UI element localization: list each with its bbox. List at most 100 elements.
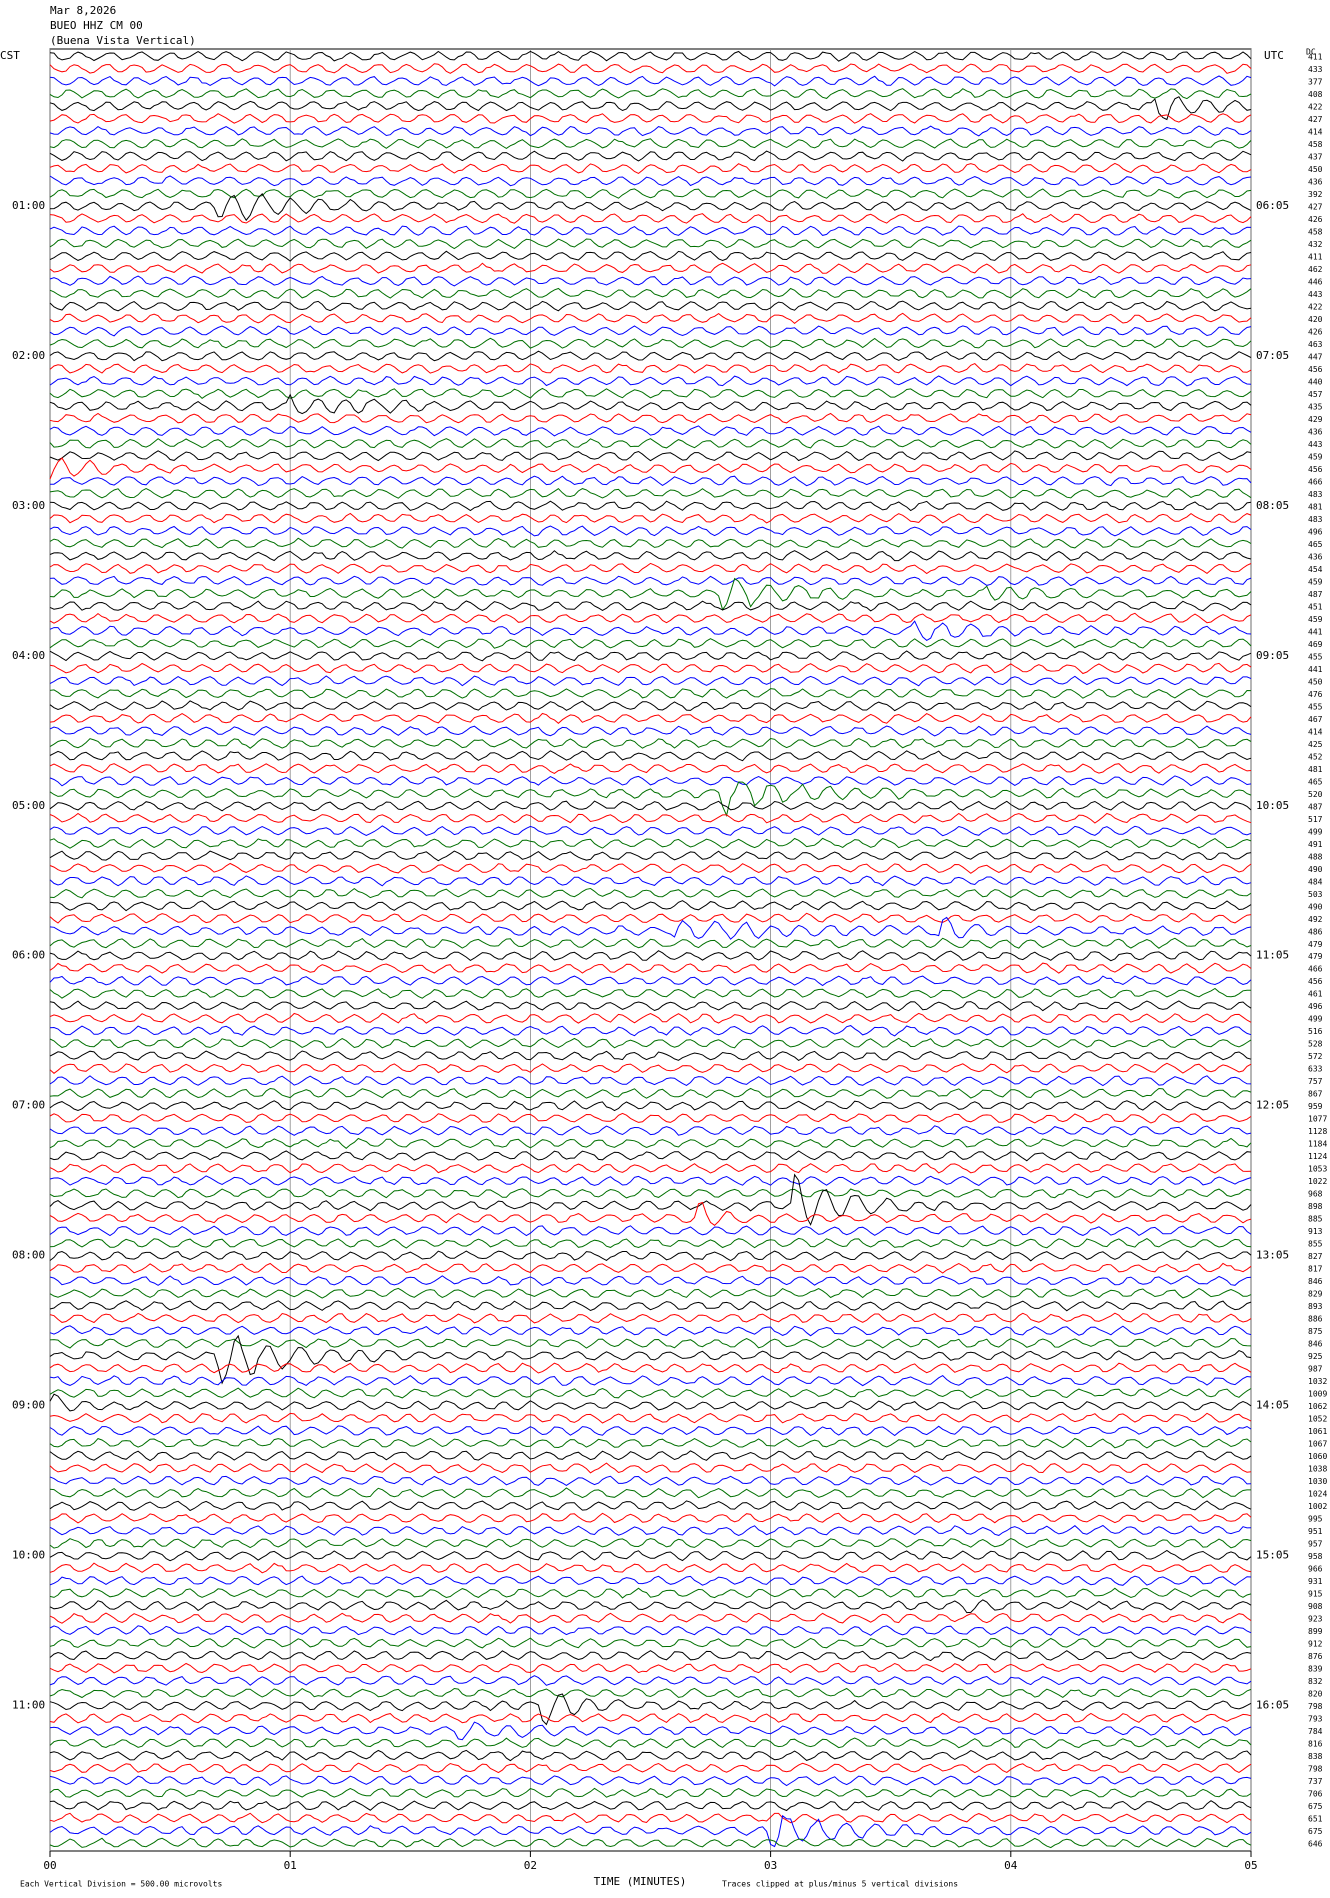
trace	[49, 688, 1252, 699]
trace	[49, 1687, 1252, 1699]
trace	[49, 862, 1252, 874]
trace	[49, 1500, 1252, 1512]
line-value: 820	[1308, 1690, 1323, 1699]
line-value: 885	[1308, 1215, 1323, 1224]
title-line: (Buena Vista Vertical)	[50, 34, 196, 47]
trace	[49, 162, 1252, 174]
trace	[49, 1814, 1252, 1848]
trace	[49, 1225, 1252, 1237]
right-hour-label: 13:05	[1256, 1249, 1289, 1262]
line-value: 432	[1308, 240, 1323, 249]
line-value: 435	[1308, 402, 1323, 411]
line-value: 737	[1308, 1777, 1323, 1786]
left-hour-label: 11:00	[12, 1699, 45, 1712]
left-hour-label: 08:00	[12, 1249, 45, 1262]
line-value: 829	[1308, 1290, 1323, 1299]
line-value: 675	[1308, 1802, 1323, 1811]
x-tick-label: 01	[284, 1859, 297, 1872]
line-value: 1030	[1308, 1477, 1327, 1486]
trace	[49, 325, 1252, 337]
line-value: 466	[1308, 477, 1323, 486]
line-value: 706	[1308, 1790, 1323, 1799]
trace	[49, 238, 1252, 250]
trace	[49, 1300, 1252, 1312]
trace	[49, 1137, 1252, 1149]
line-value: 483	[1308, 515, 1323, 524]
trace	[49, 1437, 1252, 1449]
line-value: 465	[1308, 540, 1323, 549]
line-value: 488	[1308, 852, 1323, 861]
line-value: 377	[1308, 77, 1323, 86]
line-value: 675	[1308, 1827, 1323, 1836]
line-value: 447	[1308, 352, 1323, 361]
trace	[49, 125, 1252, 137]
line-value: 433	[1308, 65, 1323, 74]
left-hour-label: 06:00	[12, 949, 45, 962]
left-hour-label: 02:00	[12, 349, 45, 362]
line-value: 633	[1308, 1065, 1323, 1074]
trace	[49, 887, 1252, 899]
line-value: 436	[1308, 552, 1323, 561]
trace	[49, 737, 1252, 749]
left-time-zone: CST	[0, 49, 20, 62]
trace	[49, 700, 1252, 712]
line-value: 443	[1308, 290, 1323, 299]
line-value: 913	[1308, 1227, 1323, 1236]
trace	[49, 1187, 1252, 1199]
trace	[49, 781, 1252, 817]
trace	[49, 1173, 1252, 1226]
trace	[49, 425, 1252, 437]
right-hour-label: 14:05	[1256, 1399, 1289, 1412]
trace	[49, 175, 1252, 187]
trace	[49, 875, 1252, 887]
right-hour-label: 11:05	[1256, 949, 1289, 962]
trace	[49, 192, 1252, 222]
trace	[49, 412, 1252, 424]
line-value: 816	[1308, 1740, 1323, 1749]
line-value: 446	[1308, 277, 1323, 286]
trace	[49, 1337, 1252, 1349]
trace	[49, 1062, 1252, 1074]
line-value: 452	[1308, 752, 1323, 761]
trace	[49, 312, 1252, 325]
line-value: 456	[1308, 465, 1323, 474]
line-value: 408	[1308, 90, 1323, 99]
line-value: 414	[1308, 727, 1323, 736]
trace	[49, 1201, 1252, 1226]
line-value: 1062	[1308, 1402, 1327, 1411]
line-value: 1060	[1308, 1452, 1327, 1461]
trace	[49, 1237, 1252, 1249]
line-value: 959	[1308, 1102, 1323, 1111]
line-value: 426	[1308, 327, 1323, 336]
line-value: 1067	[1308, 1440, 1327, 1449]
line-value: 968	[1308, 1190, 1323, 1199]
trace	[49, 1387, 1252, 1399]
trace	[49, 612, 1252, 624]
trace	[49, 1625, 1252, 1636]
line-value: 839	[1308, 1665, 1323, 1674]
x-tick-label: 03	[764, 1859, 777, 1872]
trace	[49, 487, 1252, 499]
trace	[49, 1175, 1252, 1186]
trace	[49, 50, 1252, 62]
line-value: 459	[1308, 615, 1323, 624]
right-hour-label: 06:05	[1256, 199, 1289, 212]
right-hour-label: 16:05	[1256, 1699, 1289, 1712]
trace	[49, 800, 1252, 812]
trace	[49, 450, 1252, 462]
traces	[49, 50, 1252, 1849]
line-value: 875	[1308, 1327, 1323, 1336]
line-value: 426	[1308, 215, 1323, 224]
trace	[49, 1524, 1252, 1536]
trace	[49, 675, 1252, 687]
trace	[49, 1393, 1252, 1412]
line-value: 429	[1308, 415, 1323, 424]
line-value: 923	[1308, 1615, 1323, 1624]
line-value: 1038	[1308, 1465, 1327, 1474]
line-value: 443	[1308, 440, 1323, 449]
right-hour-label: 08:05	[1256, 499, 1289, 512]
trace	[49, 1487, 1251, 1499]
trace	[49, 1112, 1252, 1124]
line-value: 499	[1308, 827, 1323, 836]
trace	[49, 75, 1252, 87]
